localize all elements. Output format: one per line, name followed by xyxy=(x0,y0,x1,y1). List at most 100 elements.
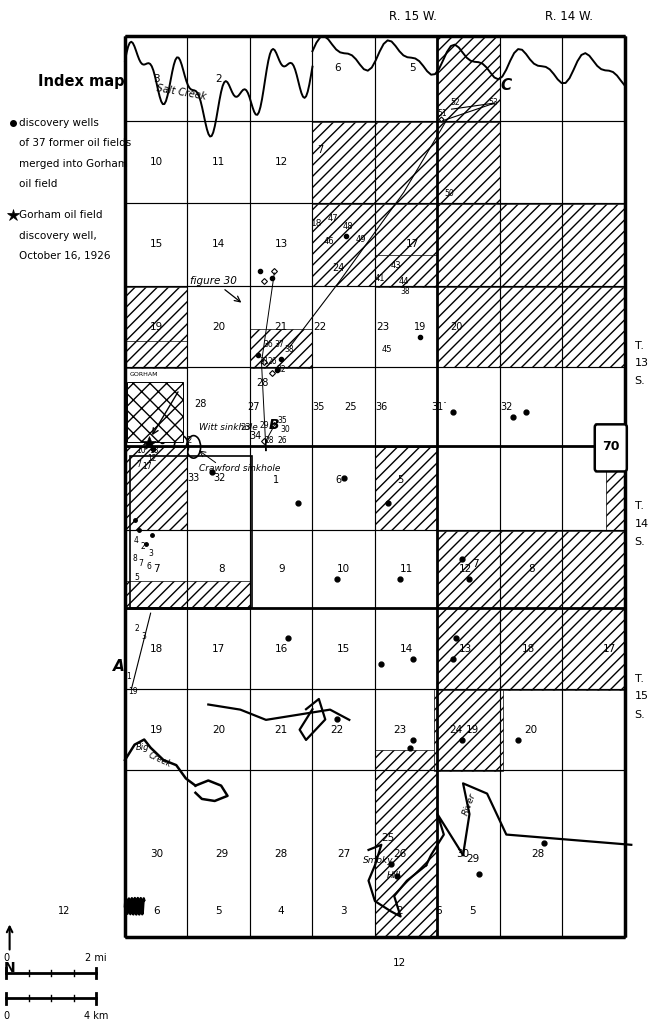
Bar xyxy=(187,581,250,609)
Text: 11: 11 xyxy=(212,157,226,167)
Text: 5: 5 xyxy=(469,906,476,916)
Text: 34: 34 xyxy=(249,431,261,440)
Text: 33: 33 xyxy=(188,472,200,482)
Bar xyxy=(125,581,187,609)
Text: 10: 10 xyxy=(150,157,162,167)
Text: 0: 0 xyxy=(3,1011,10,1021)
Text: 41: 41 xyxy=(375,273,385,283)
Text: 12: 12 xyxy=(58,906,70,916)
Text: Salt Creek: Salt Creek xyxy=(155,83,207,101)
Text: 38: 38 xyxy=(401,287,411,296)
Text: 29: 29 xyxy=(466,854,479,863)
Text: T.: T. xyxy=(634,341,644,350)
Text: discovery well,: discovery well, xyxy=(20,230,97,241)
Text: merged into Gorham: merged into Gorham xyxy=(20,159,128,169)
Text: 30: 30 xyxy=(280,425,290,434)
Text: 15: 15 xyxy=(634,691,649,701)
Text: 18: 18 xyxy=(149,446,159,456)
Text: 51: 51 xyxy=(437,110,447,119)
Text: 52: 52 xyxy=(450,98,460,108)
Text: 17: 17 xyxy=(406,240,419,250)
Text: 45: 45 xyxy=(381,344,392,353)
Text: 7: 7 xyxy=(136,460,142,469)
Text: 19: 19 xyxy=(150,725,163,734)
Text: 28: 28 xyxy=(256,378,268,388)
Text: S.: S. xyxy=(634,538,645,547)
Bar xyxy=(437,204,625,287)
Text: 28: 28 xyxy=(194,398,206,409)
Text: 50: 50 xyxy=(444,189,454,199)
Text: 13: 13 xyxy=(141,438,151,447)
Text: 21: 21 xyxy=(274,725,288,734)
Text: 26: 26 xyxy=(393,849,406,858)
Text: 3: 3 xyxy=(148,549,153,558)
Text: 19: 19 xyxy=(150,322,163,332)
Text: 28: 28 xyxy=(265,436,274,445)
Text: 36: 36 xyxy=(375,401,387,412)
Text: 2: 2 xyxy=(396,906,403,916)
Text: 0: 0 xyxy=(3,952,10,963)
Bar xyxy=(130,456,252,608)
Bar xyxy=(434,689,503,771)
Text: 8: 8 xyxy=(132,554,137,563)
Text: 26: 26 xyxy=(268,356,277,366)
Text: 23: 23 xyxy=(240,423,252,432)
Text: 14: 14 xyxy=(400,644,413,653)
Text: 29: 29 xyxy=(160,420,172,430)
Text: 2: 2 xyxy=(187,436,192,445)
Text: 4: 4 xyxy=(278,906,285,916)
Text: 4: 4 xyxy=(134,536,139,545)
Bar xyxy=(125,446,187,529)
Text: 2: 2 xyxy=(140,542,146,551)
Text: 37: 37 xyxy=(274,340,283,349)
Text: 23: 23 xyxy=(376,322,389,332)
Text: 4 km: 4 km xyxy=(84,1011,109,1021)
Text: 5: 5 xyxy=(410,63,416,74)
Bar xyxy=(313,123,437,203)
Text: figure 30: figure 30 xyxy=(190,275,237,286)
Text: 31: 31 xyxy=(432,401,443,412)
Text: 18: 18 xyxy=(150,644,163,653)
Text: 28: 28 xyxy=(274,849,288,858)
Text: 47: 47 xyxy=(328,214,338,223)
Text: 6: 6 xyxy=(335,474,341,484)
Text: S.: S. xyxy=(634,710,645,720)
Text: A: A xyxy=(112,659,124,674)
Text: River: River xyxy=(462,792,478,816)
Text: 22: 22 xyxy=(331,725,344,734)
Text: 48: 48 xyxy=(343,221,353,230)
Text: N: N xyxy=(4,961,16,975)
Text: Gorham oil field: Gorham oil field xyxy=(20,210,103,220)
Bar xyxy=(125,341,187,369)
Text: 30: 30 xyxy=(153,396,166,407)
Text: 2: 2 xyxy=(215,74,222,84)
Text: 12: 12 xyxy=(147,454,157,463)
Text: 9: 9 xyxy=(278,564,285,573)
Text: 29: 29 xyxy=(259,421,269,430)
Text: 23: 23 xyxy=(393,725,406,734)
Text: of 37 former oil fields: of 37 former oil fields xyxy=(20,138,131,148)
Text: 20: 20 xyxy=(212,322,226,332)
Text: 5: 5 xyxy=(134,572,139,582)
Bar xyxy=(437,288,625,368)
Text: 35: 35 xyxy=(277,416,287,425)
Text: October 16, 1926: October 16, 1926 xyxy=(20,251,111,261)
Text: Hill: Hill xyxy=(387,871,401,880)
Text: Witt sinkhole: Witt sinkhole xyxy=(199,423,257,432)
Text: 21: 21 xyxy=(274,322,288,332)
Text: T.: T. xyxy=(634,502,644,511)
Text: 18: 18 xyxy=(311,219,322,228)
Text: 13: 13 xyxy=(274,240,288,250)
Text: 17: 17 xyxy=(142,462,152,471)
Text: C: C xyxy=(500,78,512,93)
Bar xyxy=(437,608,625,690)
Text: 6: 6 xyxy=(147,562,151,571)
Text: 19: 19 xyxy=(413,322,426,332)
Text: 31: 31 xyxy=(259,356,269,366)
Text: 10: 10 xyxy=(337,564,350,573)
Text: 24: 24 xyxy=(332,263,345,273)
Text: 36: 36 xyxy=(263,340,273,349)
Text: 30: 30 xyxy=(150,849,162,858)
Text: 20: 20 xyxy=(525,725,538,734)
Text: 25: 25 xyxy=(344,401,357,412)
